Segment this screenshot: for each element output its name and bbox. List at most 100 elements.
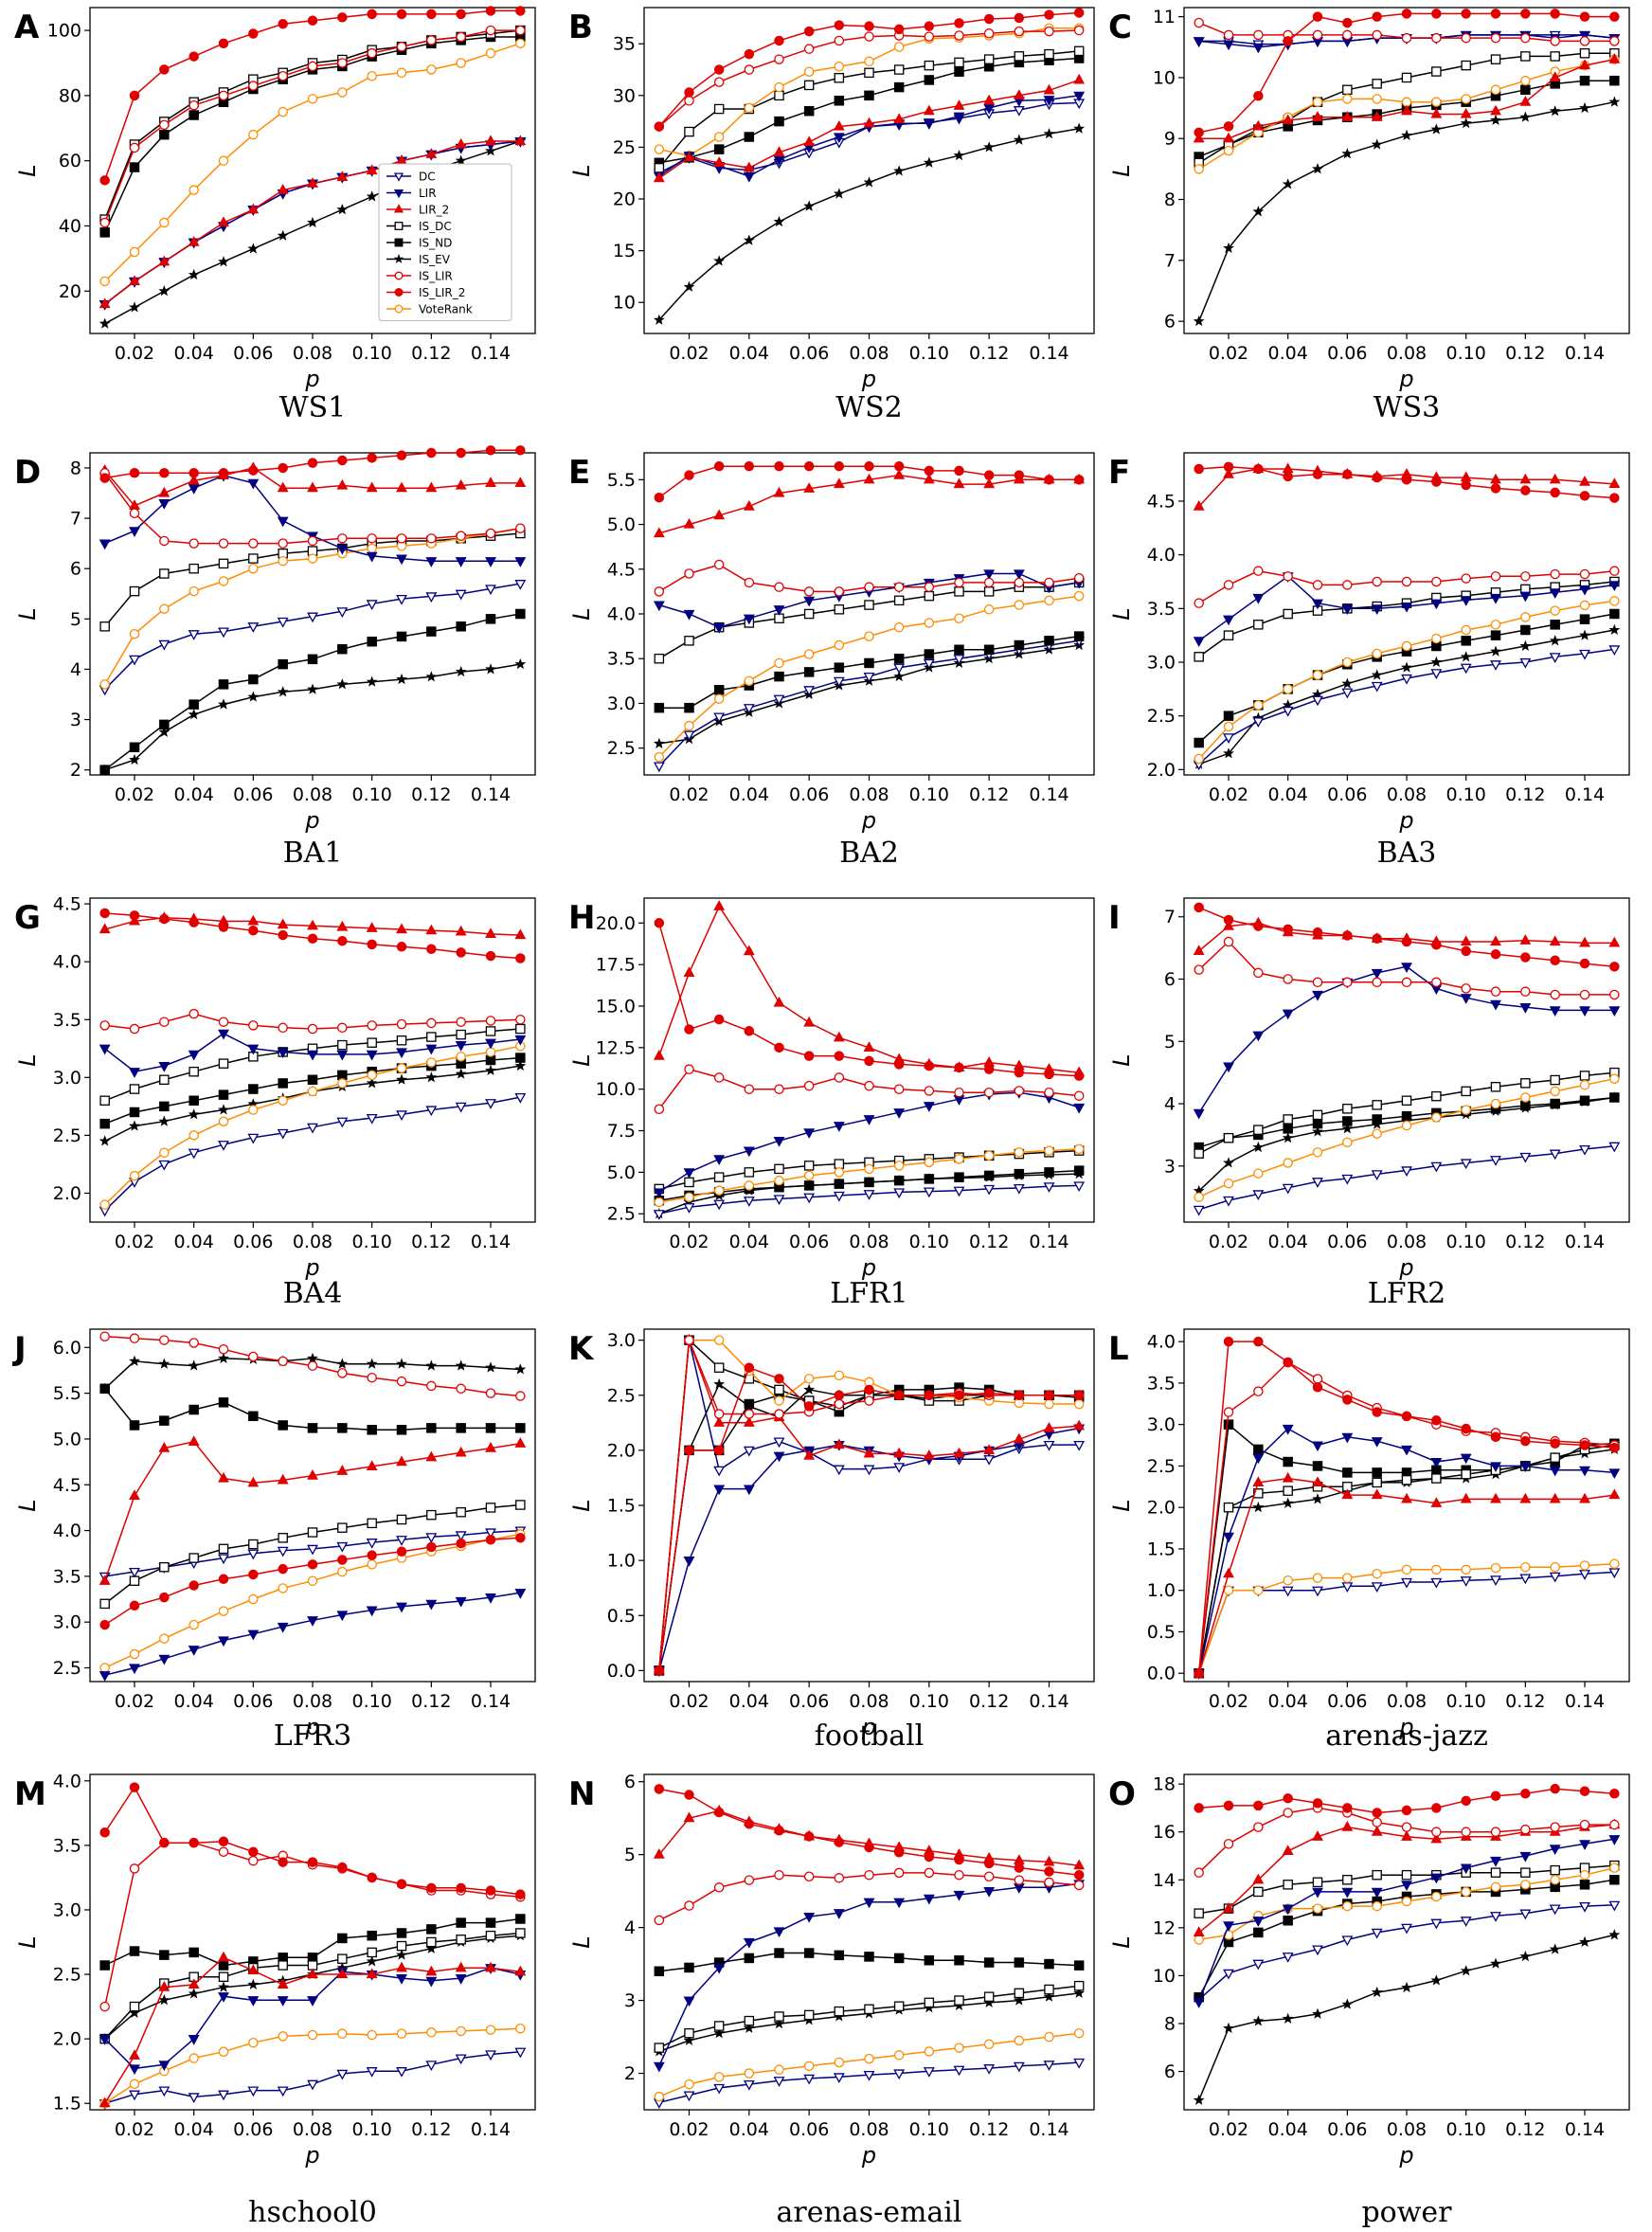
data-point xyxy=(864,631,874,641)
data-point xyxy=(277,1048,289,1059)
data-point xyxy=(803,608,815,620)
data-point xyxy=(188,474,200,485)
data-point xyxy=(1341,148,1354,159)
data-point xyxy=(396,1425,407,1435)
data-point xyxy=(1223,747,1234,759)
data-point xyxy=(396,1514,407,1525)
data-point xyxy=(653,601,665,612)
data-point xyxy=(1520,952,1531,963)
data-point xyxy=(1312,1476,1323,1487)
data-point xyxy=(158,1654,171,1665)
data-point xyxy=(744,1409,755,1419)
data-point xyxy=(396,481,407,493)
data-point xyxy=(248,1020,259,1031)
data-point xyxy=(983,28,995,39)
x-tick-label: 0.08 xyxy=(849,343,889,364)
data-point xyxy=(1430,1457,1443,1468)
data-point xyxy=(923,1894,935,1905)
data-point xyxy=(278,1095,288,1107)
y-tick-label: 2.5 xyxy=(607,1385,636,1406)
x-tick-label: 0.06 xyxy=(233,1232,273,1252)
x-axis-label: p xyxy=(1398,1714,1413,1740)
panel-o: 0.02 0.04 0.06 0.08 0.10 0.12 0.14681012141618… xyxy=(1108,1773,1630,2229)
data-point xyxy=(773,155,785,167)
data-point xyxy=(1283,36,1293,46)
data-point xyxy=(307,15,318,27)
data-point xyxy=(1549,935,1561,946)
data-point xyxy=(684,96,694,106)
data-point xyxy=(1044,1398,1054,1410)
data-point xyxy=(129,2007,140,2018)
data-point xyxy=(367,1425,377,1435)
data-point xyxy=(803,105,815,117)
data-point xyxy=(247,1978,260,1989)
data-point xyxy=(158,255,171,266)
data-point xyxy=(1223,711,1234,721)
data-point xyxy=(1044,1877,1054,1888)
data-point xyxy=(515,2023,526,2034)
data-point xyxy=(1312,1573,1323,1583)
data-point xyxy=(893,24,905,35)
data-point xyxy=(713,1335,725,1345)
x-tick-label: 0.12 xyxy=(1505,2119,1545,2140)
data-point xyxy=(833,133,845,144)
data-point xyxy=(1223,919,1234,930)
y-tick-label: 8 xyxy=(70,458,81,478)
data-point xyxy=(218,2090,229,2101)
data-point xyxy=(129,1575,140,1586)
data-point xyxy=(218,1951,229,1962)
data-point xyxy=(1223,242,1234,254)
data-point xyxy=(1252,119,1265,131)
data-point xyxy=(1044,1866,1054,1877)
data-point xyxy=(248,129,259,140)
data-point xyxy=(684,1192,694,1202)
data-point xyxy=(1073,1859,1086,1870)
data-point xyxy=(158,499,171,510)
data-point xyxy=(514,1965,527,1976)
x-tick-label: 0.08 xyxy=(849,784,889,805)
data-point xyxy=(1312,1125,1323,1137)
data-point xyxy=(1371,1928,1383,1939)
data-point xyxy=(455,589,467,601)
data-point xyxy=(455,665,467,677)
data-point xyxy=(158,1160,171,1171)
data-point xyxy=(1431,1891,1442,1902)
data-point xyxy=(1073,1398,1085,1410)
series-is-dc xyxy=(654,1980,1085,2053)
data-point xyxy=(1253,1125,1264,1135)
data-point xyxy=(129,301,140,313)
data-point xyxy=(248,28,259,39)
x-tick-label: 0.14 xyxy=(471,2119,511,2140)
y-tick-label: 20 xyxy=(613,189,636,210)
y-tick-label: 2.5 xyxy=(53,1965,81,1986)
y-tick-label: 3 xyxy=(624,1990,636,2011)
x-tick-label: 0.02 xyxy=(1209,784,1248,805)
data-point xyxy=(1283,1357,1293,1368)
data-point xyxy=(834,1179,845,1189)
data-point xyxy=(1371,1488,1383,1500)
data-point xyxy=(1253,1886,1264,1898)
x-tick-label: 0.06 xyxy=(789,1691,829,1712)
data-point xyxy=(1609,1863,1620,1873)
data-point xyxy=(924,75,935,85)
data-point xyxy=(485,557,496,567)
data-point xyxy=(189,1066,199,1077)
data-point xyxy=(1013,134,1025,145)
data-point xyxy=(456,1538,466,1549)
data-point xyxy=(983,1957,995,1968)
data-point xyxy=(834,2006,845,2017)
data-point xyxy=(1223,145,1234,156)
data-point xyxy=(307,481,318,493)
data-point xyxy=(396,1961,407,1972)
data-point xyxy=(954,1062,964,1073)
data-point xyxy=(336,1358,349,1369)
y-tick-label: 1.5 xyxy=(607,1496,636,1517)
data-point xyxy=(129,2079,140,2090)
y-tick-label: 8 xyxy=(1164,189,1176,210)
y-tick-label: 9 xyxy=(1164,129,1176,150)
data-point xyxy=(1579,1786,1590,1796)
y-tick-label: 4 xyxy=(1164,1094,1176,1115)
data-point xyxy=(1550,487,1560,498)
data-point xyxy=(1490,1462,1501,1473)
data-point xyxy=(1401,977,1412,988)
